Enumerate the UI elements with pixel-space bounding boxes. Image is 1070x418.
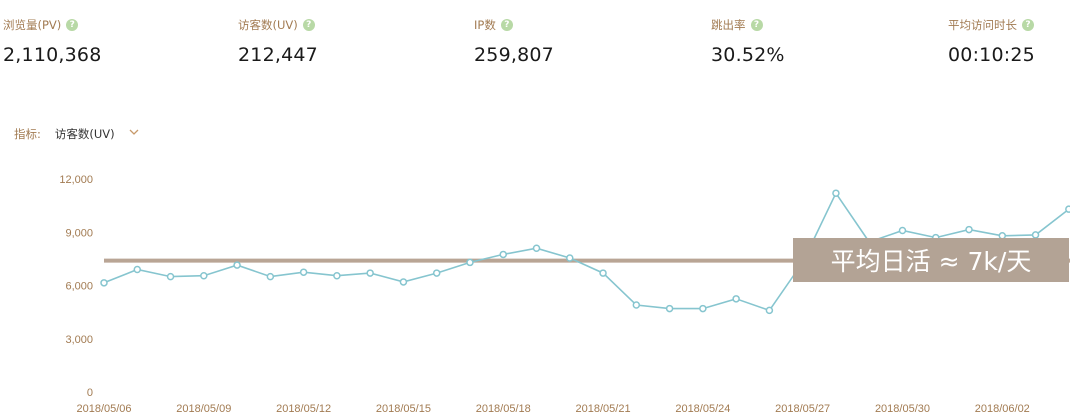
x-tick-label: 2018/05/06: [76, 403, 131, 415]
y-tick-label: 3,000: [65, 334, 93, 346]
data-point: [733, 296, 739, 302]
data-point: [667, 306, 673, 312]
data-point: [434, 270, 440, 276]
y-tick-label: 0: [87, 387, 93, 399]
x-tick-label: 2018/05/12: [276, 403, 331, 415]
x-tick-label: 2018/05/24: [675, 403, 730, 415]
data-point: [168, 274, 174, 280]
y-tick-label: 9,000: [65, 227, 93, 239]
data-point: [267, 274, 273, 280]
data-point: [500, 251, 506, 257]
data-point: [999, 233, 1005, 239]
data-point: [633, 302, 639, 308]
data-point: [1033, 232, 1039, 238]
x-tick-label: 2018/05/15: [376, 403, 431, 415]
data-point: [567, 255, 573, 261]
data-point: [899, 227, 905, 233]
data-point: [400, 279, 406, 285]
x-tick-label: 2018/05/27: [775, 403, 830, 415]
x-tick-label: 2018/05/21: [576, 403, 631, 415]
data-point: [1066, 206, 1070, 212]
data-point: [467, 259, 473, 265]
data-point: [234, 262, 240, 268]
x-tick-label: 2018/05/18: [476, 403, 531, 415]
data-point: [833, 190, 839, 196]
reference-label-text: 平均日活 ≈ 7k/天: [831, 247, 1032, 276]
x-tick-label: 2018/05/09: [176, 403, 231, 415]
x-tick-label: 2018/05/30: [875, 403, 930, 415]
data-point: [966, 227, 972, 233]
y-tick-label: 12,000: [59, 174, 93, 186]
data-point: [367, 270, 373, 276]
data-point: [101, 280, 107, 286]
data-point: [766, 307, 772, 313]
data-point: [134, 267, 140, 273]
data-point: [600, 270, 606, 276]
y-tick-label: 6,000: [65, 281, 93, 293]
data-point: [700, 306, 706, 312]
x-tick-label: 2018/06/02: [975, 403, 1030, 415]
data-point: [534, 245, 540, 251]
data-point: [301, 269, 307, 275]
data-point: [201, 273, 207, 279]
data-point: [334, 273, 340, 279]
